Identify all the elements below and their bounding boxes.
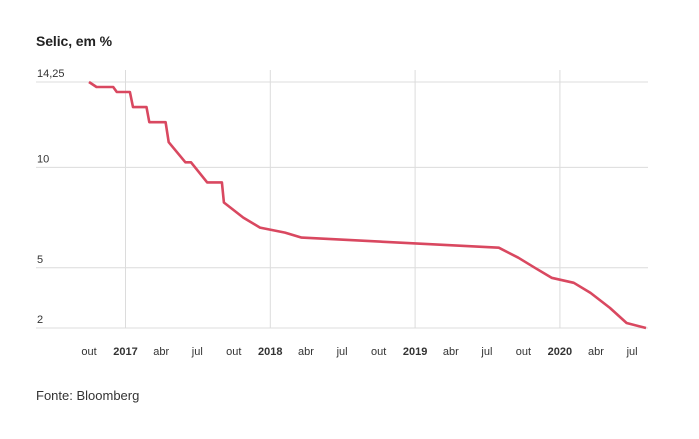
grid-lines [36,70,648,329]
series-lines [88,80,647,330]
x-tick-label: jul [336,346,348,358]
x-tick-label: abr [153,346,169,358]
x-tick-label: 2018 [258,346,282,358]
x-tick-label: out [371,346,386,358]
x-tick-label: 2020 [548,346,572,358]
x-tick-label: abr [443,346,459,358]
x-tick-label: abr [298,346,314,358]
source-note: Fonte: Bloomberg [36,388,140,403]
y-tick-label: 5 [37,254,43,266]
x-tick-label: out [226,346,241,358]
y-tick-label: 10 [37,153,49,165]
x-tick-label: 2017 [113,346,137,358]
y-axis-ticks: 2 5 10 14,25 [37,68,65,326]
series-line [88,80,647,330]
x-axis-ticks: out 2017 abr jul out 2018 abr jul out 2019 abr jul o… [81,346,637,358]
x-tick-label: jul [191,346,203,358]
x-tick-label: jul [626,346,638,358]
chart-title: Selic, em % [36,33,112,49]
x-tick-label: 2019 [403,346,427,358]
x-tick-label: out [516,346,531,358]
y-tick-label: 14,25 [37,68,65,80]
x-tick-label: jul [480,346,492,358]
y-tick-label: 2 [37,314,43,326]
x-tick-label: out [81,346,96,358]
x-tick-label: abr [588,346,604,358]
